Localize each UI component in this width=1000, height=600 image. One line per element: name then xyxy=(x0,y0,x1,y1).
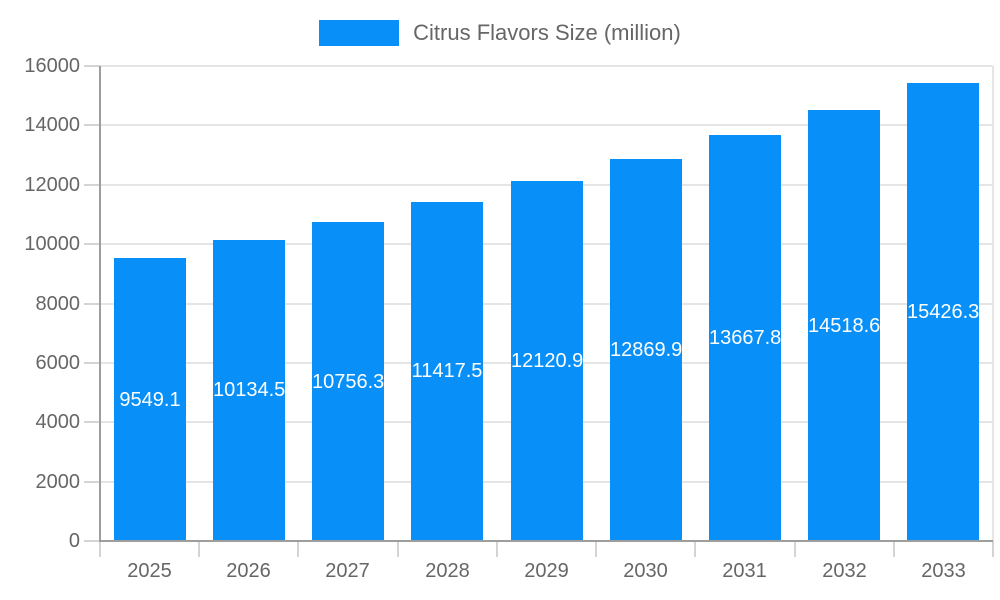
bar-2028[interactable]: 11417.5 xyxy=(411,202,483,540)
legend-item[interactable]: Citrus Flavors Size (million) xyxy=(0,18,1000,48)
y-axis-tick-label: 0 xyxy=(68,530,80,552)
x-axis-tick-label: 2026 xyxy=(226,560,271,582)
y-axis-tick-label: 8000 xyxy=(35,293,81,315)
y-axis-tick-label: 6000 xyxy=(35,352,81,374)
y-axis-tick-label: 14000 xyxy=(24,114,80,136)
bar-2026[interactable]: 10134.5 xyxy=(213,240,285,540)
bar-value-label: 12120.9 xyxy=(511,350,583,372)
y-axis-tick-label: 2000 xyxy=(35,471,81,493)
y-axis-tick xyxy=(84,481,100,483)
x-axis-tick xyxy=(992,541,994,557)
bar-2029[interactable]: 12120.9 xyxy=(511,181,583,540)
bar-value-label: 10134.5 xyxy=(213,379,285,401)
y-axis-tick xyxy=(84,421,100,423)
y-axis-tick xyxy=(84,184,100,186)
bar-2025[interactable]: 9549.1 xyxy=(114,258,186,540)
y-axis-tick xyxy=(84,303,100,305)
x-axis-tick-label: 2028 xyxy=(425,560,470,582)
y-axis-tick xyxy=(84,124,100,126)
bar-2033[interactable]: 15426.3 xyxy=(907,83,979,540)
x-axis-tick-label: 2027 xyxy=(325,560,370,582)
x-axis-tick xyxy=(694,541,696,557)
y-axis-line xyxy=(99,66,101,541)
plot-right-border xyxy=(992,66,994,541)
y-axis-tick-label: 12000 xyxy=(24,174,80,196)
bar-2032[interactable]: 14518.6 xyxy=(808,110,880,540)
y-axis-tick xyxy=(84,65,100,67)
x-axis-tick-label: 2032 xyxy=(822,560,867,582)
x-axis-tick xyxy=(496,541,498,557)
bar-2030[interactable]: 12869.9 xyxy=(610,159,682,540)
y-axis-tick xyxy=(84,362,100,364)
x-axis-tick-label: 2033 xyxy=(921,560,966,582)
x-axis-tick xyxy=(893,541,895,557)
y-axis-tick-label: 4000 xyxy=(35,411,81,433)
bar-value-label: 13667.8 xyxy=(709,327,781,349)
x-axis-tick xyxy=(794,541,796,557)
x-axis-tick xyxy=(99,541,101,557)
gridline xyxy=(100,65,993,67)
bar-value-label: 12869.9 xyxy=(610,339,682,361)
x-axis-tick-label: 2029 xyxy=(524,560,569,582)
y-axis-tick-label: 10000 xyxy=(24,233,80,255)
y-axis-tick xyxy=(84,540,100,542)
bar-2031[interactable]: 13667.8 xyxy=(709,135,781,540)
x-axis-line xyxy=(99,540,993,542)
x-axis-tick-label: 2030 xyxy=(623,560,668,582)
x-axis-tick xyxy=(198,541,200,557)
bar-2027[interactable]: 10756.3 xyxy=(312,222,384,540)
bar-value-label: 11417.5 xyxy=(411,360,483,382)
gridline xyxy=(100,124,993,126)
x-axis-tick xyxy=(595,541,597,557)
x-axis-tick-label: 2025 xyxy=(127,560,172,582)
legend-label: Citrus Flavors Size (million) xyxy=(413,20,681,45)
x-axis-tick xyxy=(297,541,299,557)
x-axis-tick-label: 2031 xyxy=(722,560,767,582)
bar-value-label: 9549.1 xyxy=(119,389,181,411)
x-axis-tick xyxy=(397,541,399,557)
y-axis-tick-label: 16000 xyxy=(24,55,80,77)
bar-value-label: 15426.3 xyxy=(907,301,979,323)
legend-swatch xyxy=(319,20,400,46)
bar-value-label: 10756.3 xyxy=(312,371,384,393)
bar-value-label: 14518.6 xyxy=(808,315,880,337)
y-axis-tick xyxy=(84,243,100,245)
